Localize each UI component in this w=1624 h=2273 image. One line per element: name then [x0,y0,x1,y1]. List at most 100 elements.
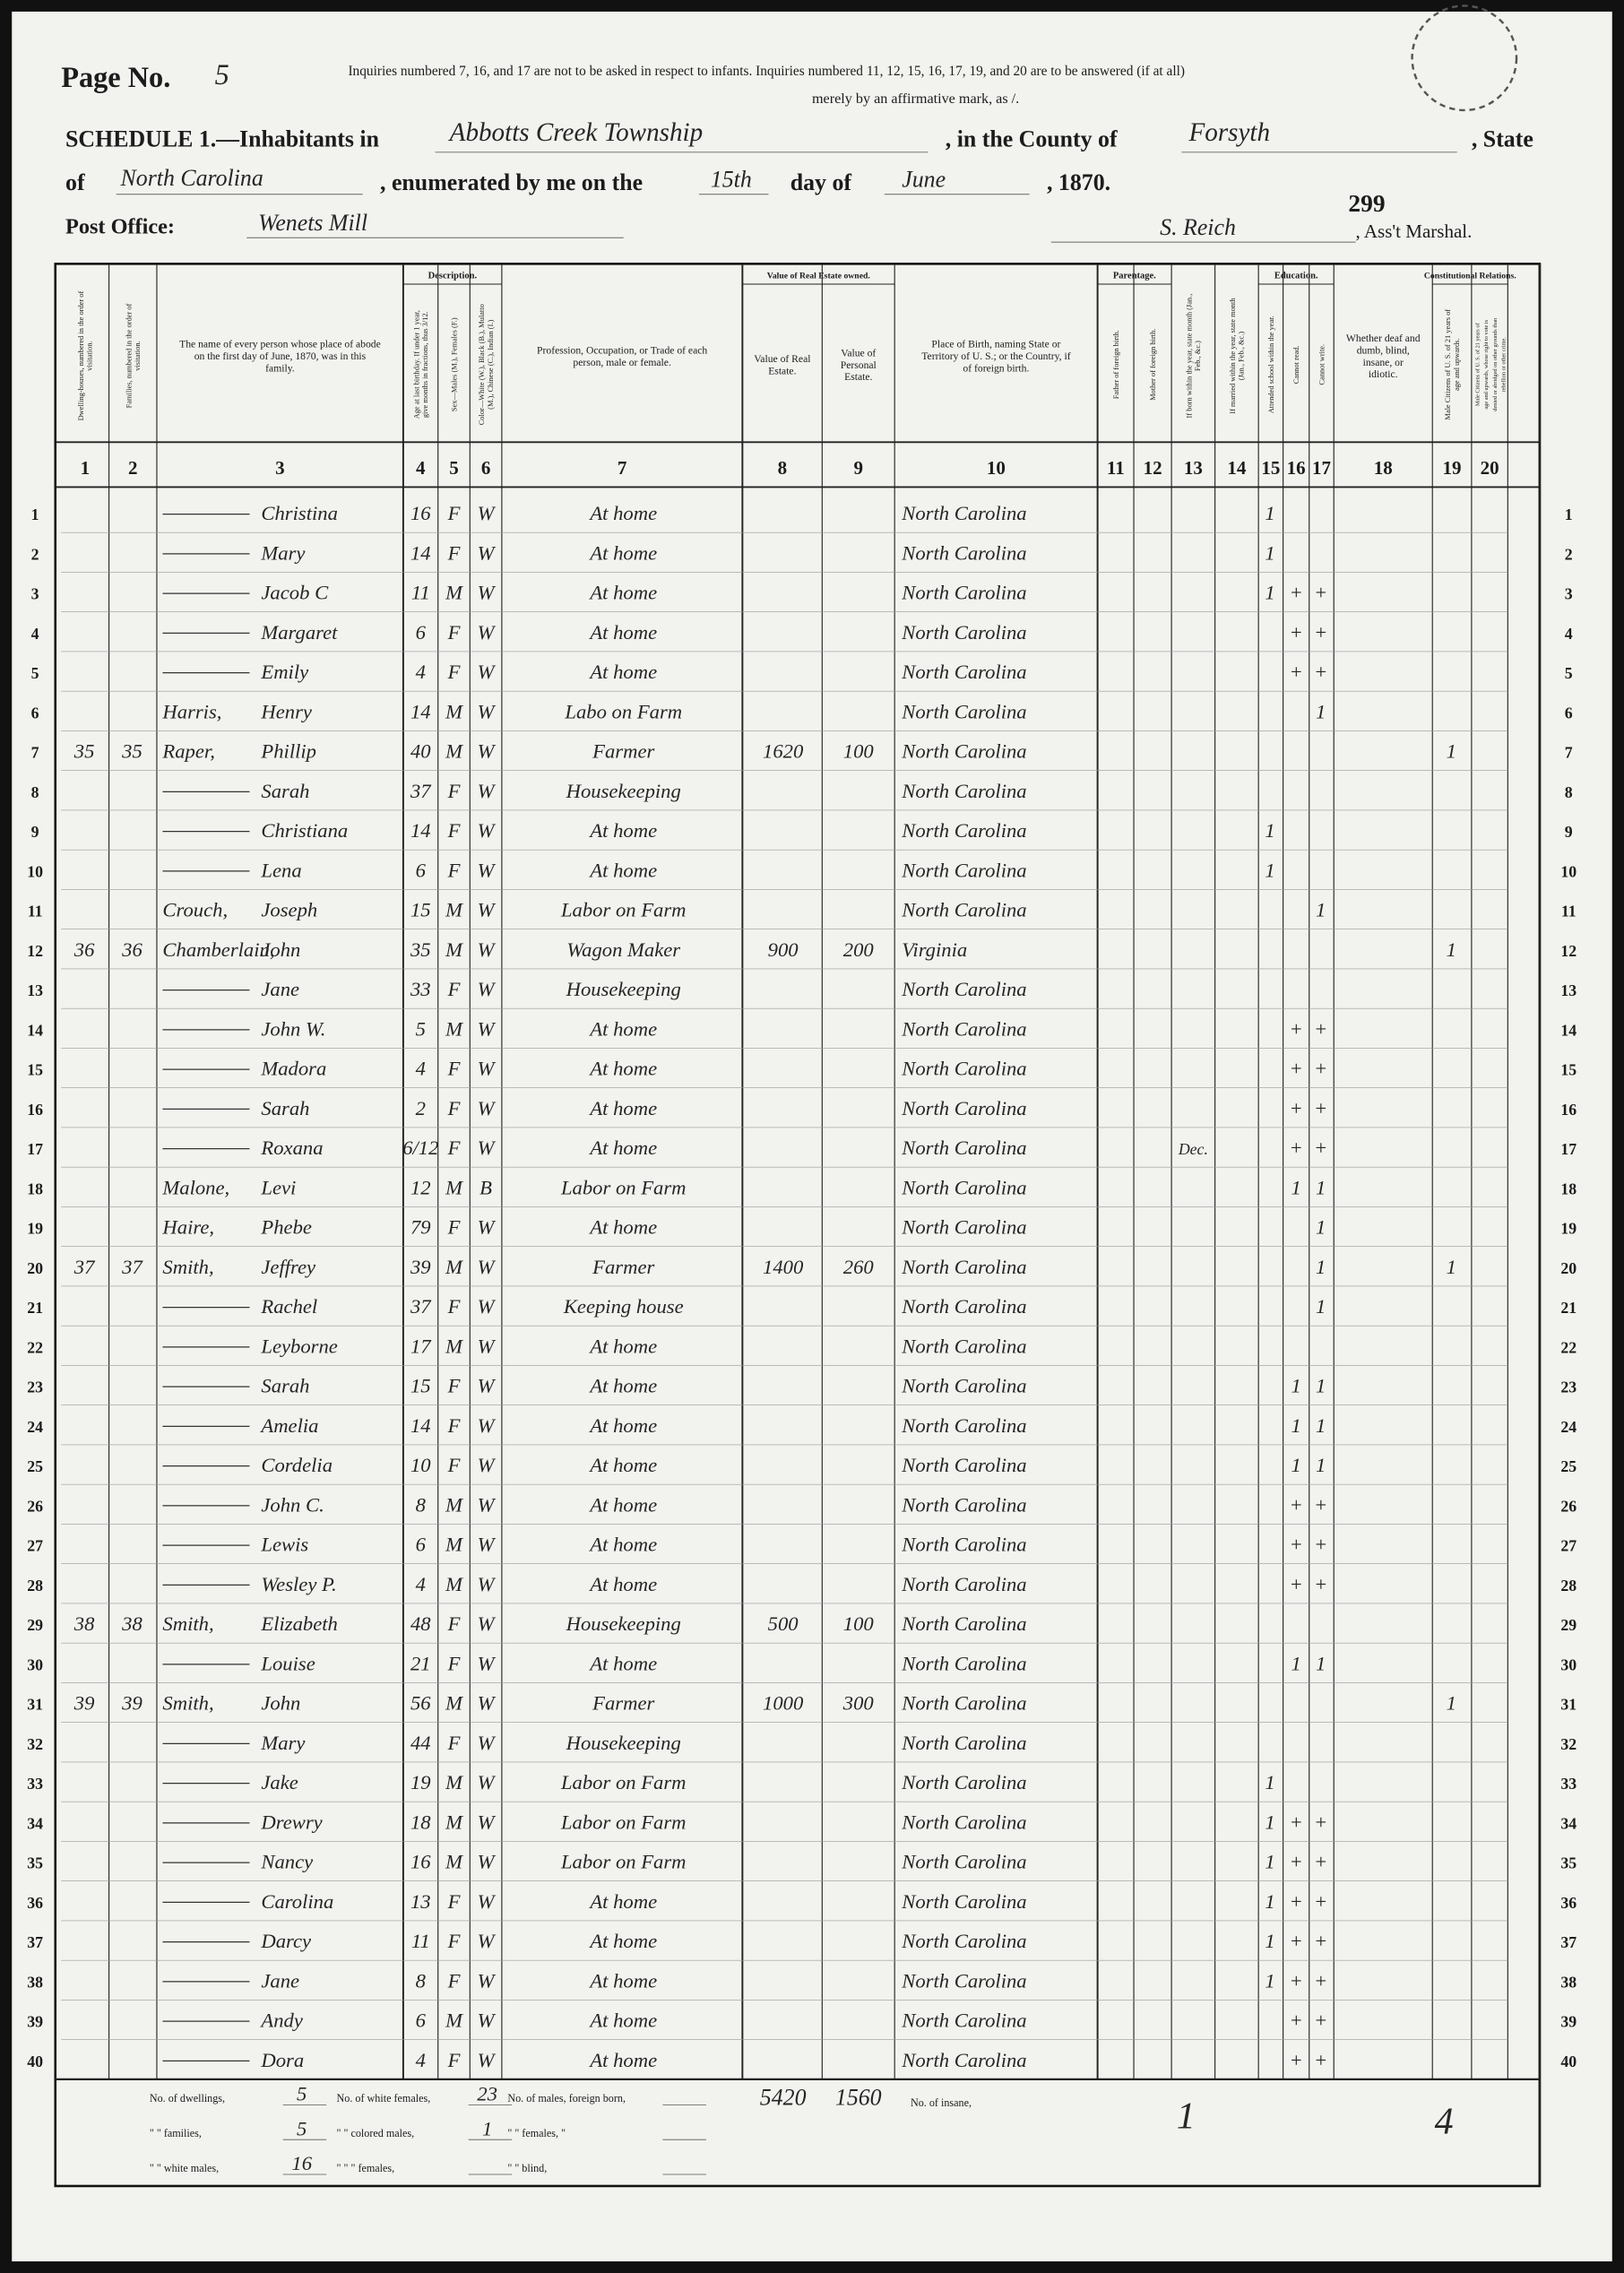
age: 16 [410,1851,431,1873]
sex: M [445,1534,463,1556]
color: W [478,1414,497,1437]
sex: F [447,1612,462,1635]
cannot-write: + [1314,1097,1327,1119]
name: Sarah [261,1097,309,1119]
line-number: 23 [27,1378,43,1396]
column-number: 9 [853,457,863,479]
footer-label: " " colored males, [337,2127,415,2139]
occupation: At home [588,1652,657,1674]
age: 19 [410,1771,431,1793]
real-estate: 500 [768,1612,799,1635]
age: 8 [416,1493,427,1516]
color: W [478,1017,497,1040]
color: W [478,1534,497,1556]
cannot-read: + [1290,1890,1303,1913]
line-number: 3 [1565,585,1573,603]
color: W [478,582,497,604]
birthplace: North Carolina [901,1216,1026,1239]
line-number: 4 [31,625,39,643]
column-heading: Mother of foreign birth. [1149,329,1157,401]
age: 14 [410,1414,431,1437]
age: 35 [410,938,431,961]
name: Emily [260,661,309,683]
line-number: 23 [1560,1378,1576,1396]
sex: M [445,740,463,763]
sex: F [447,1930,462,1952]
cannot-write: + [1314,661,1327,683]
column-heading: Color—White (W.), Black (B.), Mulatto(M.… [478,304,495,425]
cannot-write: + [1314,1058,1327,1080]
column-heading: The name of every person whose place of … [179,339,381,375]
line-number: 25 [1560,1457,1576,1475]
footer-label: " " blind, [507,2162,547,2174]
sex: F [447,1058,462,1080]
line-number: 13 [1560,981,1576,999]
cannot-read: + [1290,1493,1303,1516]
birthplace: North Carolina [901,1454,1026,1476]
sex: F [447,661,462,683]
sex: F [447,1454,462,1476]
sex: M [445,1176,463,1198]
footer-value: 23 [477,2083,497,2105]
cannot-write: + [1314,1930,1327,1952]
line-number: 38 [27,1973,43,1991]
column-heading: Profession, Occupation, or Trade of each… [537,344,707,367]
cannot-write: + [1314,1811,1327,1833]
surname: Haire, [161,1216,214,1239]
school: 1 [1265,859,1274,881]
age: 10 [410,1454,431,1476]
line-number: 11 [28,903,43,920]
line-number: 8 [1565,783,1573,801]
age: 12 [410,1176,431,1198]
birthplace: North Carolina [901,819,1026,842]
color: W [478,661,497,683]
line-number: 32 [27,1735,43,1753]
cannot-write: + [1314,1136,1327,1159]
sex: F [447,1136,462,1159]
sex: M [445,1573,463,1595]
dwelling: 36 [73,938,95,961]
age: 6 [416,2009,427,2032]
cannot-read: + [1290,2009,1303,2032]
line-number: 14 [1560,1021,1576,1039]
real-estate: 1620 [763,740,804,763]
cannot-write: 1 [1316,1414,1326,1437]
line-number: 35 [1560,1854,1576,1872]
column-group: Description. [428,272,478,281]
personal-estate: 200 [843,938,875,961]
sex: M [445,2009,463,2032]
cannot-read: + [1290,1097,1303,1119]
occupation: At home [588,541,657,564]
name: Elizabeth [260,1612,337,1635]
name: Jeffrey [261,1256,316,1278]
color: W [478,1216,497,1239]
cannot-read: + [1290,1058,1303,1080]
color: W [478,1930,497,1952]
name: Levi [260,1176,296,1198]
line-number: 15 [1560,1061,1576,1079]
column-number: 18 [1374,457,1393,479]
column-heading: Cannot write. [1317,344,1326,385]
occupation: At home [588,1454,657,1476]
color: W [478,1493,497,1516]
line-number: 24 [27,1418,43,1436]
occupation: At home [588,1969,657,1992]
occupation: At home [588,1493,657,1516]
state-label: , State [1472,125,1533,151]
cannot-read: + [1290,2049,1303,2071]
name: John [261,1692,300,1715]
color: W [478,1335,497,1357]
line-number: 7 [1565,744,1573,762]
column-heading: Value of Personal Estate. [841,347,877,383]
column-number: 16 [1287,457,1306,479]
line-number: 21 [27,1299,43,1317]
occupation: Labo on Farm [564,700,682,722]
cannot-read: + [1290,582,1303,604]
line-number: 9 [1565,823,1573,841]
line-number: 10 [1560,862,1576,880]
personal-estate: 300 [842,1692,875,1715]
cannot-read: + [1290,1969,1303,1992]
sex: F [447,1652,462,1674]
birthplace: North Carolina [901,1256,1026,1278]
name: Sarah [261,780,309,802]
